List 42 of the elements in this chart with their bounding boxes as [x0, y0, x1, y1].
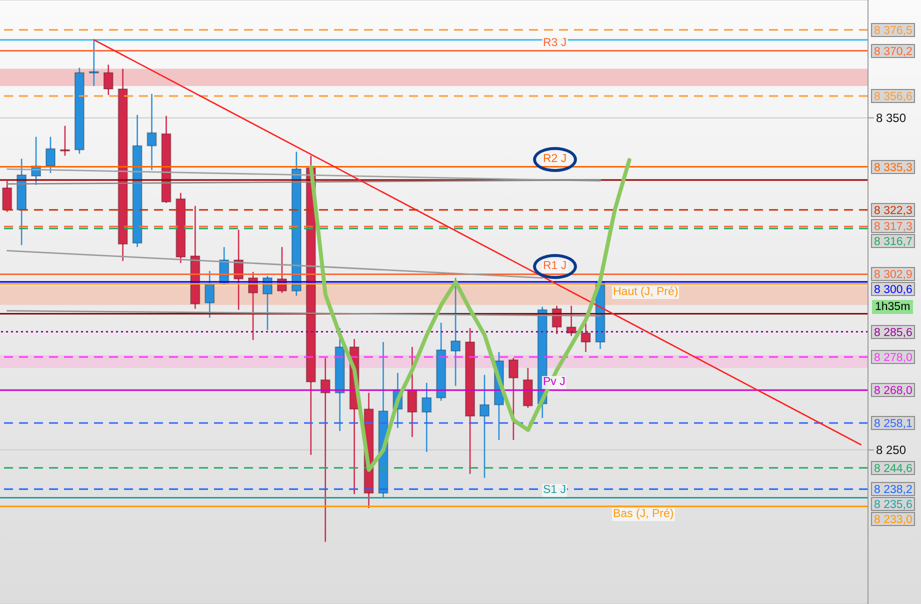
- candlestick: [88, 39, 99, 87]
- annotation: Pv J: [542, 376, 566, 390]
- ref-line-label: 8 356,6: [871, 88, 916, 103]
- candlestick: [580, 322, 591, 353]
- candlestick: [480, 374, 490, 478]
- ref-line-label: 8 244,6: [871, 460, 916, 475]
- ref-line-label: 8 300,6: [871, 282, 916, 296]
- candlestick: [450, 277, 461, 386]
- text: 1h35m: [872, 300, 914, 314]
- ref-line-label: 8 316,7: [871, 234, 916, 248]
- annotation: Haut (J, Pré): [612, 286, 680, 299]
- candlestick: [407, 346, 418, 438]
- ref-line-label: 8 317,3: [871, 219, 916, 234]
- candlestick: [146, 93, 157, 171]
- ref-line-label: 8 285,6: [871, 324, 916, 339]
- ref-line-label: 8 335,3: [871, 160, 916, 174]
- candlestick: [422, 382, 432, 453]
- candlestick: [46, 136, 56, 174]
- ref-line-label: 8 238,2: [871, 482, 916, 496]
- candlestick: [508, 357, 518, 441]
- candlestick: [103, 64, 114, 96]
- candlestick: [204, 270, 215, 318]
- annotation: S1 J: [542, 484, 568, 497]
- ref-line-label: 8 278,0: [871, 350, 916, 364]
- ref-line-label: 8 322,3: [871, 202, 916, 217]
- ref-line-label: 8 258,1: [871, 416, 916, 430]
- annotation: R2 J: [542, 152, 568, 166]
- candlestick: [60, 125, 70, 156]
- candlestick: [2, 180, 12, 212]
- y-tick-label: 8 350: [876, 111, 906, 126]
- annotation: R3 J: [542, 36, 568, 50]
- ref-line-label: 8 233,0: [871, 512, 916, 526]
- y-tick-label: 8 250: [876, 443, 906, 458]
- annotation: R1 J: [542, 260, 568, 274]
- ref-line-label: 8 235,6: [871, 497, 916, 512]
- ref-line-label: 8 302,9: [871, 267, 916, 282]
- candlestick: [320, 357, 330, 543]
- annotation: Bas (J, Pré): [612, 508, 675, 522]
- ref-line-label: 8 268,0: [871, 383, 916, 398]
- ref-line-label: 8 376,5: [871, 22, 916, 37]
- candlestick: [566, 305, 576, 337]
- ref-line-label: 8 370,2: [871, 44, 916, 58]
